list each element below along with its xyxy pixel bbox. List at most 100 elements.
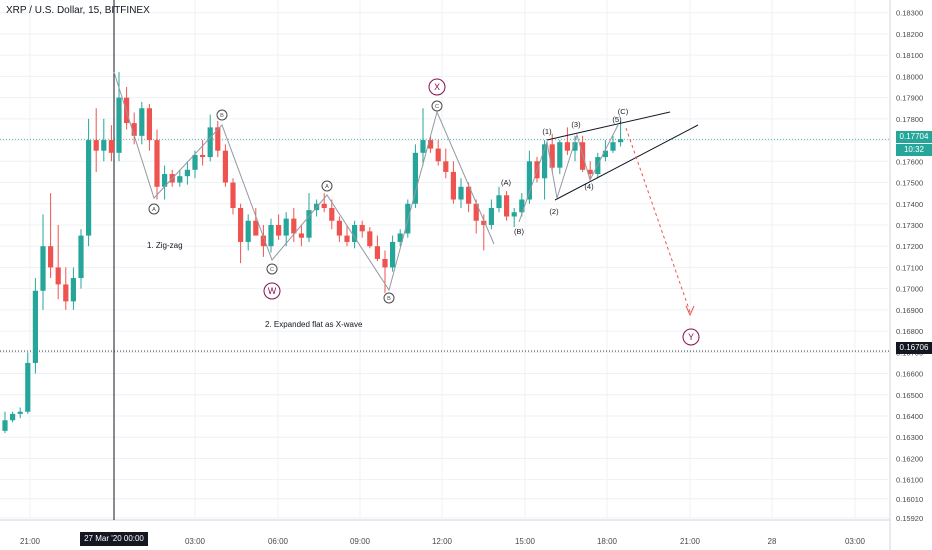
candle-body <box>222 150 228 183</box>
candle-body <box>131 123 137 136</box>
x-tick-label: 03:00 <box>185 537 206 546</box>
y-tick-label: 0.16200 <box>896 454 923 463</box>
last-price-badge: 0.17704 <box>896 131 932 143</box>
candle-body <box>48 246 54 268</box>
ending-diagonal-path <box>518 124 619 223</box>
wave-label-x: X <box>434 82 440 92</box>
y-tick-label: 0.18300 <box>896 9 923 18</box>
wave-label-b2: B <box>387 296 391 302</box>
candle-body <box>2 420 8 431</box>
subwave-label-3: (4) <box>584 182 594 191</box>
candle-body <box>610 142 616 151</box>
price-axis <box>890 0 932 550</box>
candle-body <box>397 233 403 242</box>
candle-body <box>253 220 259 236</box>
candle-body <box>374 246 380 259</box>
x-tick-label: 15:00 <box>515 537 536 546</box>
wave-label-b: B <box>220 113 224 119</box>
candle-body <box>473 203 479 221</box>
candle-body <box>146 108 152 141</box>
crosshair-time-badge: 27 Mar '20 00:00 <box>80 532 148 546</box>
countdown-badge: 10:32 <box>896 144 932 156</box>
candle-body <box>10 413 16 421</box>
x-tick-label: 09:00 <box>350 537 371 546</box>
wave-label-b2-circle <box>383 292 395 304</box>
candle-body <box>564 142 570 151</box>
x-tick-label: 21:00 <box>680 537 701 546</box>
candle-body <box>352 224 358 242</box>
candle-body <box>162 174 168 187</box>
y-tick-label: 0.17600 <box>896 157 923 166</box>
y-tick-label: 0.17300 <box>896 221 923 230</box>
y-tick-label: 0.18200 <box>896 30 923 39</box>
diagonal-upper-line <box>546 111 671 141</box>
y-tick-label: 0.16600 <box>896 370 923 379</box>
candle-body <box>488 208 494 225</box>
candle-body <box>458 186 464 200</box>
wave-label-w: W <box>268 286 277 296</box>
candle-body <box>101 140 107 151</box>
candle-body <box>245 220 251 242</box>
candle-body <box>511 212 517 217</box>
subwave-label-1: (2) <box>549 207 559 216</box>
x-tick-label: 03:00 <box>845 537 866 546</box>
y-tick-label: 0.16300 <box>896 433 923 442</box>
y-tick-label: 0.16500 <box>896 391 923 400</box>
candle-body <box>17 411 23 414</box>
subwave-label-2: (3) <box>571 120 581 129</box>
candle-body <box>481 220 487 225</box>
wave-label-a: A <box>152 207 156 213</box>
candle-body <box>268 224 274 247</box>
wave-label-b-circle <box>216 109 228 121</box>
candle-body <box>139 108 145 136</box>
plot-area <box>0 0 890 520</box>
candle-body <box>184 169 190 177</box>
y-tick-label: 0.16010 <box>896 495 923 504</box>
candle-body <box>450 171 456 200</box>
projection-line <box>625 127 691 313</box>
y-tick-label: 0.17400 <box>896 200 923 209</box>
crosshair-price-badge: 0.16706 <box>896 342 932 354</box>
candle-body <box>40 246 46 291</box>
candle-body <box>420 140 426 153</box>
y-tick-label: 0.17900 <box>896 94 923 103</box>
candle-body <box>336 220 342 236</box>
subwave-label-4: (5) <box>612 115 622 124</box>
candle-body <box>321 203 327 208</box>
candle-body <box>359 224 365 232</box>
candle-body <box>116 97 122 153</box>
candle-body <box>602 150 608 158</box>
wave-path <box>113 71 495 292</box>
y-tick-label: 0.15920 <box>896 514 923 523</box>
wave-label-c2: C <box>435 104 439 110</box>
subwave-label-5: (A) <box>501 178 512 187</box>
candle-body <box>382 258 388 268</box>
wave-label-c: C <box>270 267 274 273</box>
symbol-title[interactable]: XRP / U.S. Dollar, 15, BITFINEX <box>6 5 150 16</box>
wave-label-y-circle <box>682 328 700 346</box>
candle-body <box>412 152 418 204</box>
y-tick-label: 0.17200 <box>896 242 923 251</box>
candle-body <box>55 267 61 285</box>
candle-body <box>108 140 114 153</box>
x-tick-label: 18:00 <box>597 537 618 546</box>
y-tick-label: 0.18100 <box>896 51 923 60</box>
candle-body <box>215 127 221 151</box>
y-tick-label: 0.17100 <box>896 263 923 272</box>
candle-body <box>32 290 38 363</box>
candle-body <box>344 235 350 242</box>
wave-label-w-circle <box>263 282 281 300</box>
candle-body <box>526 161 532 200</box>
candle-body <box>572 142 578 151</box>
candle-body <box>86 140 92 236</box>
candle-body <box>238 208 244 242</box>
y-tick-label: 0.17800 <box>896 115 923 124</box>
candle-body <box>466 186 472 204</box>
candle-body <box>93 140 99 151</box>
candle-body <box>177 176 183 183</box>
candle-body <box>542 144 548 179</box>
wave-label-a2-circle <box>321 180 333 192</box>
candle-body <box>200 154 206 158</box>
